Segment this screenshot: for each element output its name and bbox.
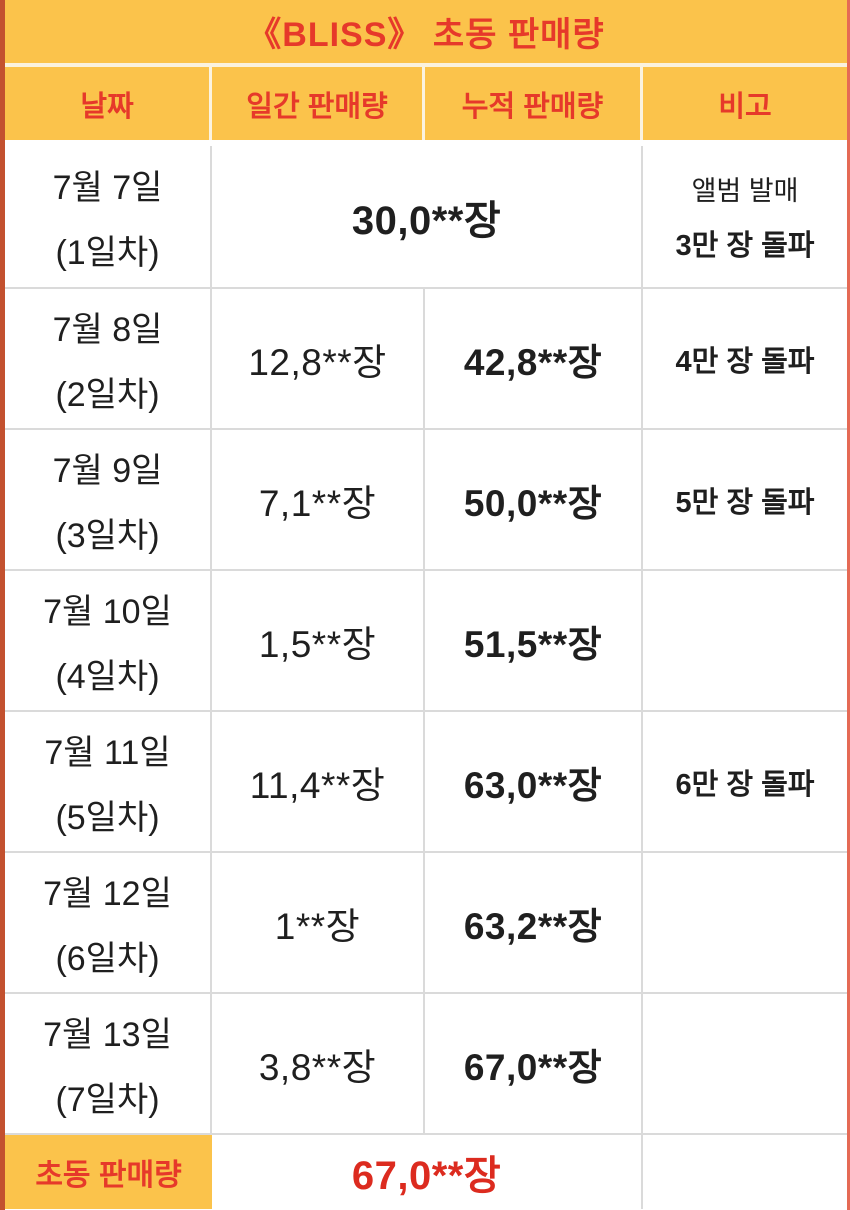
header-note: 비고: [643, 67, 847, 140]
note-cell: 4만 장 돌파: [643, 289, 847, 428]
table-title: 《BLISS》 초동 판매량: [247, 16, 605, 54]
note-cell: [643, 853, 847, 992]
cumulative-sales-value: 50,0**장: [463, 482, 603, 524]
date-text: 7월 9일: [52, 451, 163, 490]
date-text: 7월 12일: [43, 874, 172, 913]
table-row: 7월 9일 (3일차) 7,1**장 50,0**장 5만 장 돌파: [5, 428, 847, 569]
date-cell: 7월 7일 (1일차): [5, 146, 212, 287]
merged-sales-cell: 30,0**장: [212, 146, 643, 287]
footer-total-value: 67,0**장: [351, 1154, 502, 1198]
cumulative-sales-cell: 50,0**장: [425, 430, 643, 569]
cumulative-sales-value: 51,5**장: [463, 623, 603, 665]
cumulative-sales-cell: 51,5**장: [425, 571, 643, 710]
footer-label: 초동 판매량: [35, 1159, 182, 1192]
daily-sales-cell: 1**장: [212, 853, 425, 992]
table-row: 7월 7일 (1일차) 30,0**장 앨범 발매 3만 장 돌파: [5, 146, 847, 287]
note-line-2: 3만 장 돌파: [675, 230, 815, 262]
daily-sales-cell: 1,5**장: [212, 571, 425, 710]
day-number-text: (7일차): [55, 1080, 160, 1119]
note-cell: 앨범 발매 3만 장 돌파: [643, 146, 847, 287]
daily-sales-value: 3,8**장: [258, 1046, 377, 1088]
table-row: 7월 8일 (2일차) 12,8**장 42,8**장 4만 장 돌파: [5, 287, 847, 428]
header-daily-sales: 일간 판매량: [212, 67, 425, 140]
daily-sales-value: 1**장: [274, 905, 361, 947]
header-date: 날짜: [5, 67, 212, 140]
daily-sales-cell: 3,8**장: [212, 994, 425, 1133]
day-number-text: (1일차): [55, 233, 160, 272]
daily-sales-value: 11,4**장: [249, 764, 386, 806]
date-cell: 7월 11일 (5일차): [5, 712, 212, 851]
table-row: 7월 12일 (6일차) 1**장 63,2**장: [5, 851, 847, 992]
daily-sales-cell: 11,4**장: [212, 712, 425, 851]
day-number-text: (4일차): [55, 657, 160, 696]
daily-sales-value: 12,8**장: [248, 341, 387, 383]
table-header-row: 날짜 일간 판매량 누적 판매량 비고: [5, 67, 847, 140]
date-cell: 7월 10일 (4일차): [5, 571, 212, 710]
header-cumulative-sales: 누적 판매량: [425, 67, 643, 140]
cumulative-sales-cell: 42,8**장: [425, 289, 643, 428]
date-text: 7월 11일: [44, 733, 171, 772]
date-cell: 7월 12일 (6일차): [5, 853, 212, 992]
daily-sales-value: 7,1**장: [258, 482, 377, 524]
note-cell: [643, 571, 847, 710]
cumulative-sales-value: 42,8**장: [463, 341, 603, 383]
date-cell: 7월 13일 (7일차): [5, 994, 212, 1133]
date-cell: 7월 8일 (2일차): [5, 289, 212, 428]
day-number-text: (6일차): [55, 939, 160, 978]
date-cell: 7월 9일 (3일차): [5, 430, 212, 569]
table-footer-row: 초동 판매량 67,0**장: [5, 1133, 847, 1209]
cumulative-sales-cell: 67,0**장: [425, 994, 643, 1133]
cumulative-sales-value: 67,0**장: [463, 1046, 603, 1088]
day-number-text: (3일차): [55, 516, 160, 555]
cumulative-sales-value: 63,0**장: [463, 764, 603, 806]
cumulative-sales-value: 63,2**장: [463, 905, 603, 947]
note-text: 6만 장 돌파: [675, 768, 815, 801]
cumulative-sales-cell: 63,0**장: [425, 712, 643, 851]
note-line-1: 앨범 발매: [691, 176, 799, 206]
day-number-text: (2일차): [55, 375, 160, 414]
note-text: 5만 장 돌파: [675, 486, 815, 519]
merged-sales-value: 30,0**장: [351, 198, 502, 243]
daily-sales-cell: 12,8**장: [212, 289, 425, 428]
footer-note-cell: [643, 1135, 847, 1209]
footer-label-cell: 초동 판매량: [5, 1135, 212, 1209]
date-text: 7월 13일: [43, 1015, 172, 1054]
table-row: 7월 11일 (5일차) 11,4**장 63,0**장 6만 장 돌파: [5, 710, 847, 851]
note-cell: 5만 장 돌파: [643, 430, 847, 569]
note-cell: [643, 994, 847, 1133]
date-text: 7월 7일: [52, 168, 163, 207]
table-row: 7월 13일 (7일차) 3,8**장 67,0**장: [5, 992, 847, 1133]
cumulative-sales-cell: 63,2**장: [425, 853, 643, 992]
header-gap: [5, 140, 847, 146]
note-cell: 6만 장 돌파: [643, 712, 847, 851]
table-row: 7월 10일 (4일차) 1,5**장 51,5**장: [5, 569, 847, 710]
footer-total-cell: 67,0**장: [212, 1135, 643, 1209]
day-number-text: (5일차): [55, 798, 160, 837]
daily-sales-value: 1,5**장: [258, 623, 377, 665]
table-title-band: 《BLISS》 초동 판매량: [5, 0, 847, 67]
daily-sales-cell: 7,1**장: [212, 430, 425, 569]
date-text: 7월 8일: [52, 310, 163, 349]
note-text: 4만 장 돌파: [675, 345, 815, 378]
date-text: 7월 10일: [43, 592, 172, 631]
